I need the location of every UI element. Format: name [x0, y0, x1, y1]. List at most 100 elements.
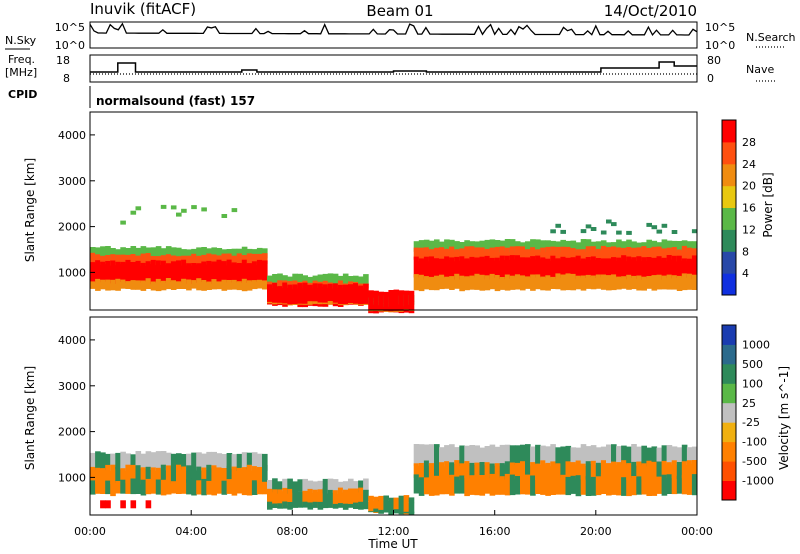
velocity-cell: [353, 481, 359, 494]
velocity-cell: [671, 460, 678, 478]
power-cell: [423, 276, 430, 290]
power-cell: [176, 212, 182, 217]
power-cell: [191, 248, 197, 259]
velocity-cell: [262, 453, 268, 471]
velocity-cell: [666, 445, 673, 465]
velocity-cell: [631, 476, 637, 496]
power-cell: [221, 279, 228, 291]
velocity-cell: [428, 444, 435, 466]
power-cell: [130, 254, 137, 264]
velocity-cell: [186, 479, 192, 495]
velocity-cell: [423, 444, 430, 466]
power-cell: [105, 255, 111, 265]
power-cell: [540, 247, 546, 260]
velocity-cell: [595, 462, 602, 478]
velocity-cell: [170, 481, 177, 494]
colorbar-tick-label: 8: [742, 245, 749, 258]
power-cell: [439, 258, 445, 279]
velocity-cell: [439, 462, 445, 480]
velocity-cell: [191, 478, 197, 496]
velocity-cell: [201, 453, 207, 471]
power-cell: [282, 282, 288, 307]
velocity-cell: [327, 489, 334, 506]
colorbar-tick-label: 20: [742, 180, 756, 193]
velocity-cell: [479, 475, 486, 496]
velocity-cell: [130, 454, 137, 471]
power-cell: [691, 255, 698, 279]
velocity-cell: [550, 476, 556, 495]
velocity-cell: [585, 476, 592, 496]
velocity-cell: [398, 509, 405, 514]
power-cell: [626, 247, 632, 262]
colorbar-swatch: [722, 363, 736, 384]
velocity-cell: [135, 451, 142, 469]
power-cell: [656, 246, 663, 261]
velocity-cell: [469, 445, 475, 465]
velocity-cell: [160, 479, 167, 496]
velocity-cell: [555, 475, 561, 495]
power-cell: [418, 247, 425, 262]
power-cell: [434, 247, 440, 260]
velocity-cell: [393, 509, 400, 514]
power-cell: [565, 240, 572, 252]
power-cell: [545, 246, 551, 259]
velocity-cell: [277, 503, 283, 509]
velocity-cell: [211, 465, 217, 483]
velocity-cell: [125, 453, 131, 471]
power-cell: [489, 239, 496, 252]
power-cell: [327, 283, 334, 305]
power-cell: [474, 241, 480, 251]
power-cell: [125, 254, 131, 264]
colorbar-swatch: [722, 344, 736, 365]
velocity-cell: [520, 444, 526, 466]
velocity-cell: [681, 461, 688, 479]
noise-frame: [89, 21, 698, 49]
power-cell: [434, 239, 440, 251]
velocity-cell: [373, 496, 379, 513]
power-cell: [378, 310, 384, 312]
power-cell: [434, 258, 440, 278]
velocity-cell: [95, 451, 101, 471]
power-cell: [181, 249, 187, 259]
velocity-cell: [307, 502, 314, 510]
velocity-cell: [267, 480, 273, 493]
velocity-cell: [176, 479, 182, 494]
velocity-cell: [585, 461, 592, 480]
power-cell: [130, 210, 137, 215]
power-cell: [545, 258, 551, 278]
station-title: Inuvik (fitACF): [90, 0, 196, 18]
velocity-cell: [191, 466, 197, 485]
power-cell: [454, 241, 460, 252]
velocity-cell: [368, 511, 374, 513]
y-tick-label: 2000: [58, 426, 86, 439]
power-cell: [636, 242, 642, 250]
power-cell: [666, 247, 673, 262]
power-cell: [540, 257, 546, 278]
velocity-cell: [681, 444, 688, 465]
power-cell: [484, 248, 491, 260]
power-cell: [423, 239, 430, 251]
velocity-cell: [292, 481, 298, 493]
power-cell: [236, 281, 243, 291]
power-cell: [423, 247, 430, 260]
power-cell: [676, 241, 683, 252]
power-cell: [560, 239, 566, 253]
power-cell: [100, 255, 106, 265]
colorbar-tick-label: -1000: [742, 475, 774, 488]
power-cell: [363, 303, 369, 305]
power-cell: [206, 281, 212, 290]
power-cell: [140, 246, 147, 259]
velocity-cell: [651, 461, 658, 478]
velocity-cell: [525, 444, 531, 465]
power-cell: [646, 247, 652, 261]
power-cell: [140, 262, 147, 283]
velocity-cell: [631, 444, 637, 465]
y-tick-label: 3000: [58, 175, 86, 188]
velocity-cell: [428, 463, 435, 481]
power-cell: [580, 275, 587, 291]
power-cell: [595, 274, 602, 289]
power-cell: [545, 240, 551, 253]
power-cell: [585, 239, 592, 252]
velocity-cell: [570, 475, 577, 494]
velocity-cell: [535, 473, 541, 494]
